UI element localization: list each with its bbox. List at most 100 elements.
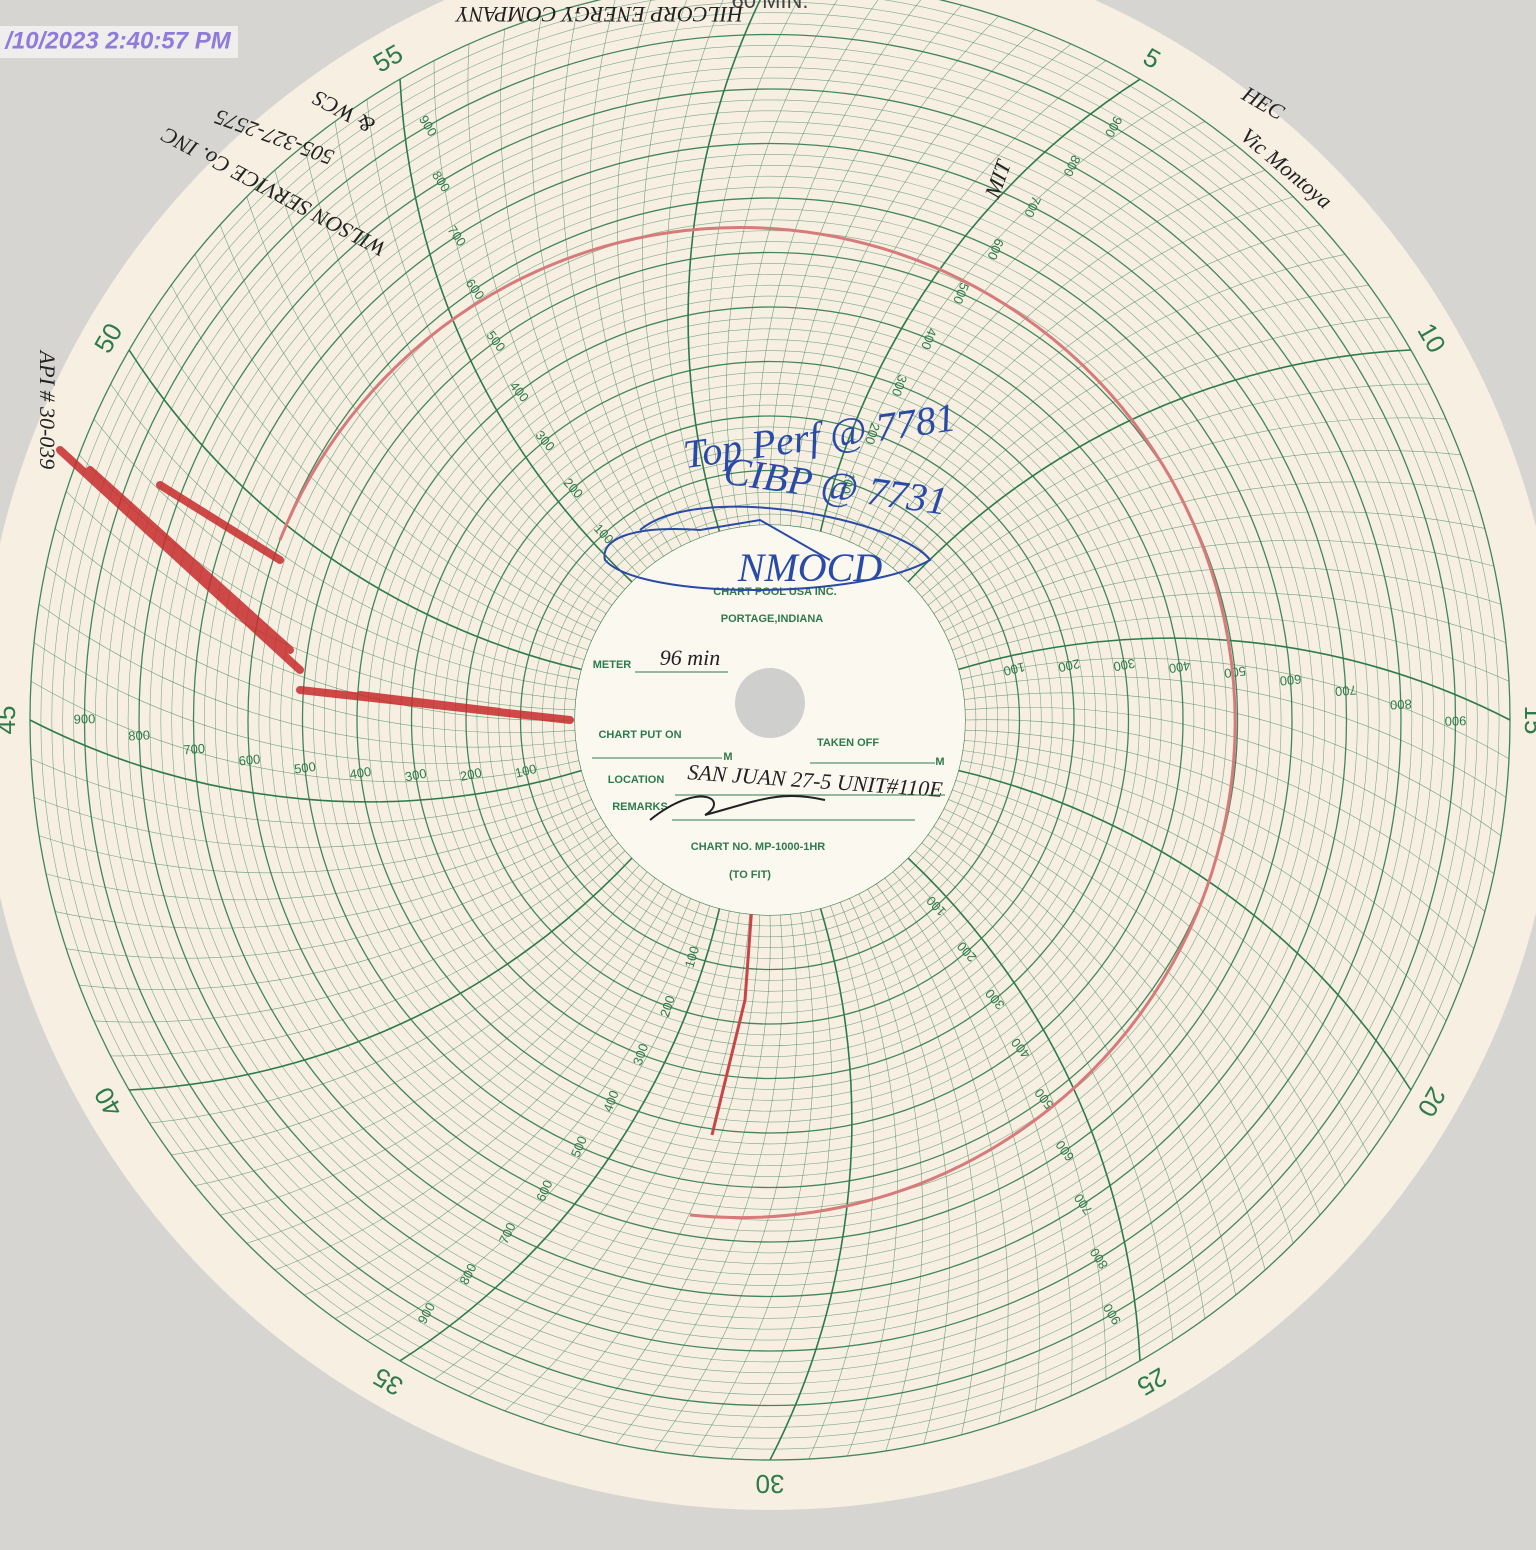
time-line <box>933 481 1474 615</box>
pressure-ring <box>378 328 1162 1112</box>
time-line <box>958 769 1412 1091</box>
time-line <box>274 169 607 615</box>
time-line <box>55 817 602 929</box>
time-line <box>304 144 613 606</box>
time-line <box>914 383 1430 590</box>
time-line <box>839 121 1206 539</box>
time-line <box>128 349 582 671</box>
pressure-ring <box>171 121 1369 1319</box>
signature <box>649 795 826 821</box>
pressure-ring <box>454 404 1086 1036</box>
time-line <box>948 566 1501 641</box>
pressure-ring <box>323 273 1217 1167</box>
time-line <box>849 144 1236 542</box>
scale-label: 100 <box>1002 659 1027 679</box>
time-line <box>849 898 924 1451</box>
time-line <box>907 857 1141 1361</box>
time-line <box>921 417 1447 598</box>
time-line <box>958 637 1511 721</box>
meter-label: METER <box>593 659 632 671</box>
agency: NMOCD <box>737 545 883 590</box>
time-line <box>30 758 585 825</box>
scale-label: 600 <box>238 751 261 768</box>
taken-off-unit: M <box>935 756 944 768</box>
location-label: LOCATION <box>608 774 665 786</box>
time-line <box>665 0 724 535</box>
pressure-ring <box>301 251 1239 1189</box>
pressure-ring <box>367 317 1173 1123</box>
meter-value: 96 min <box>660 645 721 670</box>
time-line <box>149 864 640 1124</box>
pressure-ring <box>83 33 1457 1407</box>
time-line <box>875 224 1321 557</box>
put-on-label: CHART PUT ON <box>598 729 681 741</box>
time-line <box>927 450 1461 606</box>
pressure-ring <box>509 459 1031 981</box>
pressure-ring <box>498 448 1042 992</box>
pressure-ring <box>236 186 1304 1254</box>
time-line <box>194 877 656 1186</box>
pressure-ring <box>487 437 1053 1003</box>
time-line <box>800 43 1072 528</box>
pressure-ring <box>443 393 1097 1047</box>
time-line <box>769 5 962 526</box>
time-line <box>653 913 798 1452</box>
pressure-ring <box>247 197 1293 1243</box>
time-line <box>927 834 1236 1296</box>
pressure-trace <box>278 226 1237 1220</box>
time-line <box>943 539 1494 632</box>
time-line <box>900 864 1107 1380</box>
taken-off-label: TAKEN OFF <box>817 737 879 749</box>
scale-label: 100 <box>838 470 859 495</box>
scale-label: 400 <box>918 326 940 352</box>
time-line <box>707 0 799 530</box>
pressure-ring <box>389 339 1151 1101</box>
time-line <box>962 676 1507 798</box>
time-line <box>149 316 585 661</box>
put-on-unit: M <box>723 751 732 763</box>
time-line <box>769 908 853 1461</box>
time-line <box>742 0 879 527</box>
scale-label: 900 <box>1444 713 1466 729</box>
operator: HILCORP ENERGY COMPANY <box>454 2 744 27</box>
time-line <box>900 316 1391 576</box>
api-number: API # 30-039 <box>35 349 60 470</box>
time-line <box>615 914 784 1445</box>
pressure-ring <box>127 77 1413 1363</box>
time-line <box>29 719 582 803</box>
time-line <box>246 196 602 623</box>
time-line <box>964 706 1495 875</box>
time-line <box>963 740 1462 986</box>
scale-label: 300 <box>630 1042 651 1067</box>
pressure-ring <box>62 12 1478 1428</box>
time-line <box>779 16 999 526</box>
time-line <box>867 888 979 1435</box>
time-line <box>692 912 814 1457</box>
time-line <box>731 910 833 1460</box>
scale-label: 100 <box>682 944 703 969</box>
time-line <box>933 825 1266 1271</box>
time-line <box>110 850 626 1057</box>
time-line <box>66 825 607 959</box>
pressure-ring <box>334 284 1206 1156</box>
scale-label: 400 <box>1168 658 1192 676</box>
time-line <box>964 729 1474 949</box>
time-line <box>334 121 619 598</box>
time-line <box>171 871 648 1156</box>
pressure-ring <box>51 1 1489 1439</box>
time-line <box>578 914 771 1435</box>
scale-label: 500 <box>1223 663 1246 681</box>
time-line <box>93 842 619 1023</box>
pressure-ring <box>95 45 1445 1395</box>
time-line <box>948 799 1346 1186</box>
pressure-ring <box>410 360 1130 1080</box>
scale-label: 400 <box>600 1088 622 1114</box>
pressure-ring <box>204 154 1336 1286</box>
time-line <box>66 491 576 711</box>
time-line <box>129 857 633 1091</box>
pressure-ring <box>40 0 1500 1450</box>
time-line <box>964 719 1485 912</box>
scale-label: 200 <box>1057 656 1081 675</box>
